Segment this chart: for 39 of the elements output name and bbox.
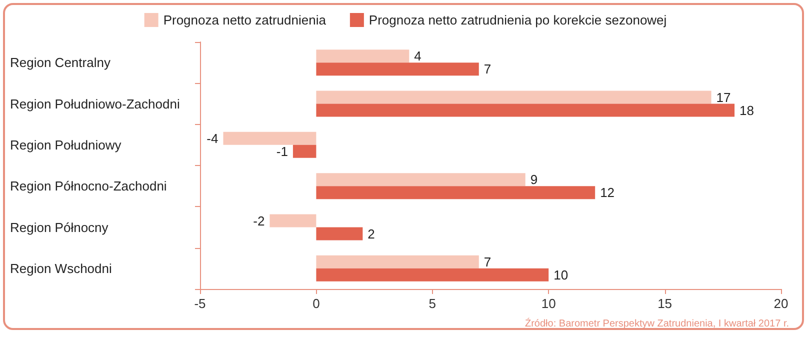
bar <box>316 186 596 200</box>
data-label: 12 <box>600 185 615 200</box>
data-label: 18 <box>740 102 754 118</box>
bar <box>292 144 316 158</box>
data-label: 7 <box>484 254 492 270</box>
x-tick-label: 20 <box>774 296 788 311</box>
data-label: 7 <box>484 62 492 77</box>
data-label: 10 <box>554 267 568 282</box>
bar <box>223 132 316 145</box>
x-tick-label: 15 <box>658 296 672 311</box>
y-tick-label: Region Północno-Zachodni <box>10 178 167 194</box>
data-label: 17 <box>716 90 731 105</box>
data-label: 4 <box>414 48 422 64</box>
data-label: 9 <box>530 172 538 188</box>
bar <box>316 104 735 117</box>
y-tick-label: Region Centralny <box>10 55 111 70</box>
bar <box>316 268 549 282</box>
data-label: -1 <box>276 144 288 159</box>
x-tick-label: -5 <box>194 296 206 311</box>
legend-label: Prognoza netto zatrudnienia <box>163 12 327 28</box>
x-tick-label: 5 <box>428 296 436 311</box>
legend-label: Prognoza netto zatrudnienia po korekcie sezonowej <box>368 12 667 28</box>
x-tick-label: 0 <box>312 296 320 311</box>
bar <box>316 62 479 76</box>
data-label: -4 <box>206 130 218 146</box>
y-tick-label: Region Wschodni <box>10 260 112 276</box>
data-label: 2 <box>368 226 375 242</box>
x-tick-label: 10 <box>541 296 556 311</box>
bar <box>316 227 363 240</box>
bar <box>316 255 479 268</box>
y-tick-label: Region Południowy <box>10 137 122 152</box>
text: Źródło: Barometr Perspektyw Zatrudnienia, I kwartał 2017 r. <box>524 318 790 330</box>
y-tick-label: Region Południowo-Zachodni <box>10 96 180 112</box>
bar <box>316 50 410 63</box>
data-label: -2 <box>253 213 265 228</box>
bar <box>316 173 526 186</box>
y-tick-label: Region Północny <box>10 220 109 235</box>
bar <box>270 214 316 228</box>
bar <box>316 90 712 104</box>
